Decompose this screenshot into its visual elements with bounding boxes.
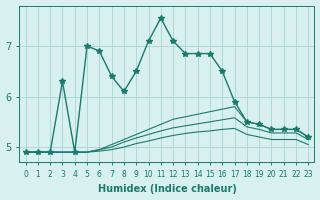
X-axis label: Humidex (Indice chaleur): Humidex (Indice chaleur)	[98, 184, 236, 194]
